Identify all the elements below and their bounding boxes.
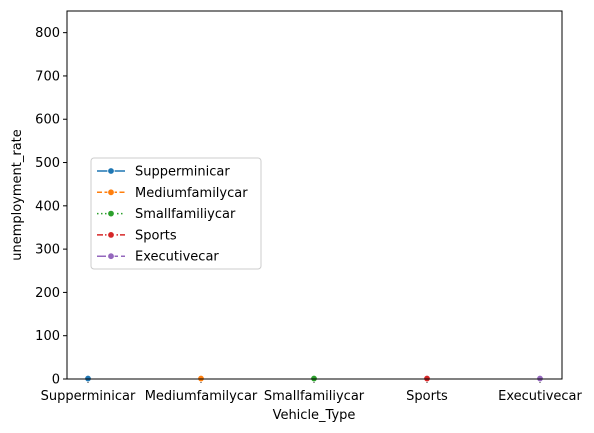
legend: Supperminicar Mediumfamilycar Smallfamiliy… bbox=[90, 157, 262, 270]
y-tick-label: 800 bbox=[35, 26, 60, 41]
y-tick-label: 400 bbox=[35, 199, 60, 214]
y-tick-label: 300 bbox=[35, 243, 60, 258]
legend-frame bbox=[90, 157, 262, 270]
legend-label: Mediumfamilycar bbox=[135, 186, 248, 201]
plot-area-frame bbox=[66, 10, 563, 380]
legend-label: Supperminicar bbox=[135, 165, 230, 180]
legend-marker bbox=[107, 209, 115, 218]
y-axis-ticks: 0 100 200 300 400 500 600 700 800 bbox=[35, 26, 67, 388]
x-tick-label: Sports bbox=[406, 389, 448, 404]
x-axis-ticks: Supperminicar Mediumfamilycar Smallfamiliy… bbox=[41, 379, 583, 404]
x-tick-label: Mediumfamilycar bbox=[145, 389, 258, 404]
legend-marker bbox=[107, 167, 115, 175]
x-tick-label: Executivecar bbox=[498, 389, 582, 404]
y-tick-label: 500 bbox=[35, 156, 60, 171]
legend-label: Executivecar bbox=[135, 250, 219, 265]
legend-marker bbox=[107, 188, 115, 196]
y-tick-label: 600 bbox=[35, 113, 60, 128]
legend-label: Sports bbox=[135, 228, 177, 243]
x-tick-label: Supperminicar bbox=[41, 389, 136, 404]
y-tick-label: 0 bbox=[52, 373, 60, 388]
legend-marker bbox=[107, 252, 115, 260]
y-tick-label: 100 bbox=[35, 329, 60, 344]
y-axis-label: unemployment_rate bbox=[10, 129, 25, 261]
x-axis-label: Vehicle_Type bbox=[273, 408, 356, 423]
y-tick-label: 700 bbox=[35, 69, 60, 84]
legend-marker bbox=[107, 231, 115, 239]
legend-label: Smallfamiliycar bbox=[135, 207, 236, 222]
y-tick-label: 200 bbox=[35, 286, 60, 301]
x-tick-label: Smallfamiliycar bbox=[264, 389, 365, 404]
